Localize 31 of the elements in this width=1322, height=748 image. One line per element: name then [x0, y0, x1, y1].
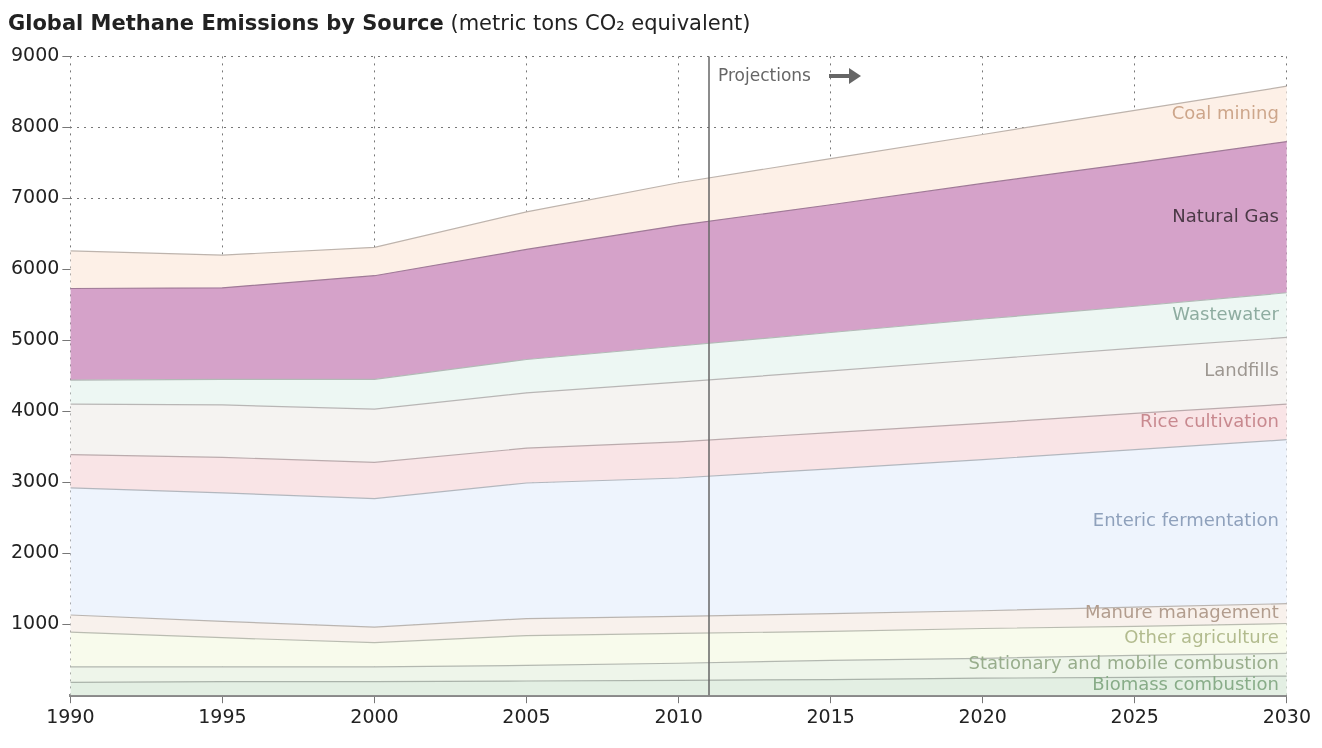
y-tick-label: 1000	[10, 611, 60, 634]
x-tick-label: 2025	[1110, 704, 1159, 727]
x-tick-label: 2020	[958, 704, 1007, 727]
series-label: Rice cultivation	[1140, 409, 1279, 431]
x-tick-label: 2000	[350, 704, 399, 727]
x-tick-label: 1990	[46, 704, 95, 727]
series-label: Stationary and mobile combustion	[968, 652, 1279, 674]
series-label: Biomass combustion	[1092, 673, 1279, 695]
x-tick-label: 2005	[502, 704, 551, 727]
y-tick-label: 8000	[10, 114, 60, 137]
series-label: Wastewater	[1172, 302, 1280, 324]
series-label: Natural Gas	[1172, 204, 1279, 226]
x-tick-label: 2010	[654, 704, 703, 727]
y-tick-label: 5000	[10, 327, 60, 350]
x-tick-label: 2015	[806, 704, 855, 727]
ref-line-label: Projections	[718, 64, 812, 85]
x-tick-label: 1995	[198, 704, 247, 727]
y-tick-label: 6000	[10, 256, 60, 279]
x-tick-label: 2030	[1262, 704, 1311, 727]
series-label: Enteric fermentation	[1092, 509, 1279, 531]
series-label: Other agriculture	[1124, 626, 1279, 648]
y-tick-label: 2000	[10, 540, 60, 563]
chart-subtitle: (metric tons CO₂ equivalent)	[450, 11, 751, 35]
y-tick-label: 3000	[10, 469, 60, 492]
y-tick-label: 9000	[10, 43, 60, 66]
series-label: Coal mining	[1171, 101, 1279, 123]
series-label: Manure management	[1085, 601, 1279, 623]
y-tick-label: 4000	[10, 398, 60, 421]
series-label: Landfills	[1204, 358, 1279, 380]
chart-title: Global Methane Emissions by Source	[8, 11, 444, 35]
y-tick-label: 7000	[10, 185, 60, 208]
